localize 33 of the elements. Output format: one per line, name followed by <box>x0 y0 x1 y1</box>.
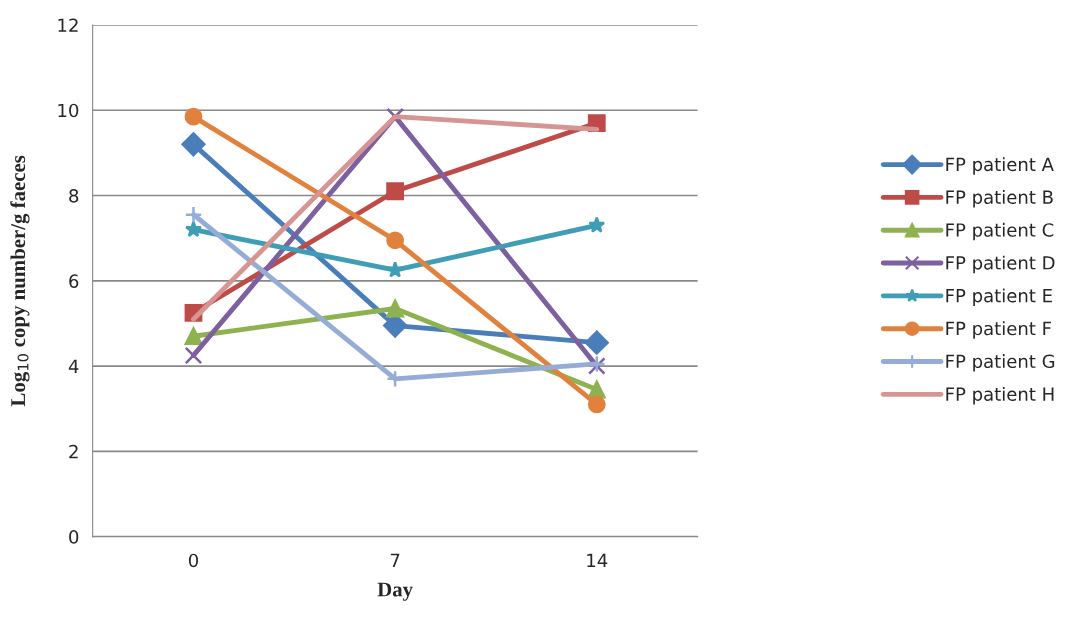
point <box>587 395 606 414</box>
point <box>181 132 206 157</box>
x-axis-title: Day <box>377 582 413 601</box>
point <box>588 216 606 233</box>
y-tick-label: 10 <box>58 103 79 118</box>
legend-label: FP patient E <box>946 288 1052 306</box>
legend-label: FP patient H <box>946 386 1054 405</box>
y-tick-label: 2 <box>69 444 78 459</box>
point <box>184 205 203 224</box>
legend-label: FP patient F <box>946 321 1051 339</box>
y-tick-label: 12 <box>58 18 78 32</box>
point <box>584 330 609 355</box>
point <box>184 107 203 126</box>
y-tick-label: 4 <box>68 359 79 373</box>
point <box>184 327 203 346</box>
point <box>184 220 202 238</box>
x-tick-label: 0 <box>188 553 199 568</box>
point <box>386 231 405 250</box>
x-tick-label: 7 <box>390 553 400 568</box>
point <box>184 346 203 365</box>
legend-label: FP patient G <box>946 354 1055 372</box>
y-tick-label: 8 <box>69 188 79 203</box>
point <box>386 261 404 278</box>
legend-label: FP patient B <box>946 190 1053 208</box>
x-tick-label: 14 <box>587 553 608 568</box>
y-axis-title: Log$_{10}$ copy number/g faeces <box>10 155 30 407</box>
y-tick-label: 0 <box>69 530 79 544</box>
legend-label: FP patient C <box>946 222 1054 241</box>
point <box>386 182 405 201</box>
legend-label: FP patient D <box>946 255 1055 274</box>
legend-label: FP patient A <box>946 157 1054 175</box>
y-tick-label: 6 <box>69 274 79 288</box>
point <box>386 299 405 318</box>
